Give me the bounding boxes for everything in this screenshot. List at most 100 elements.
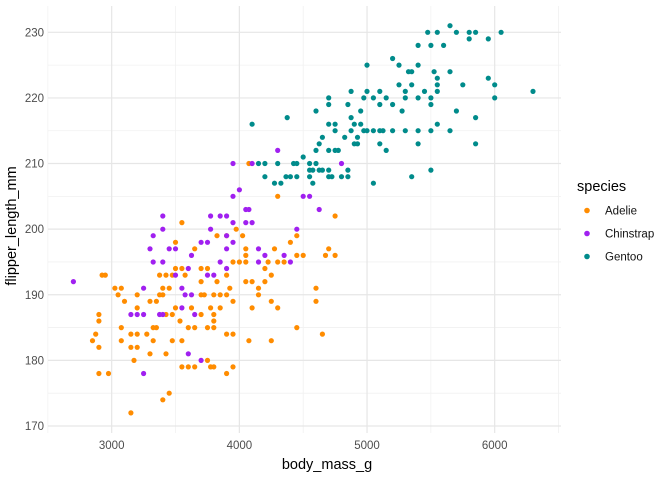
data-point: [281, 259, 287, 265]
data-point: [198, 357, 204, 363]
data-point: [332, 252, 338, 258]
data-point: [160, 292, 166, 298]
data-point: [224, 370, 230, 377]
data-point: [172, 305, 179, 311]
data-point: [300, 154, 306, 160]
data-point: [313, 108, 319, 114]
data-point: [227, 285, 233, 291]
data-point: [166, 390, 172, 396]
data-point: [160, 285, 166, 291]
data-point: [262, 279, 268, 285]
data-point: [243, 279, 249, 285]
data-point: [287, 259, 293, 265]
data-point: [294, 233, 300, 239]
data-point: [160, 311, 166, 318]
data-point: [326, 95, 332, 101]
data-point: [211, 311, 217, 318]
x-tick-label: 4000: [227, 440, 253, 452]
legend-title: species: [577, 179, 626, 195]
data-point: [224, 331, 230, 337]
data-point: [224, 246, 230, 252]
y-tick-label: 190: [25, 290, 44, 302]
data-point: [425, 29, 431, 35]
data-point: [255, 259, 262, 265]
data-point: [230, 193, 236, 199]
data-point: [188, 292, 195, 298]
legend-item-gentoo: Gentoo: [584, 252, 643, 264]
legend-item-chinstrap: Chinstrap: [584, 229, 654, 241]
data-point: [370, 95, 376, 101]
data-point: [294, 226, 300, 232]
data-point: [383, 95, 389, 101]
data-point: [211, 318, 217, 324]
legend-label: Chinstrap: [605, 229, 654, 241]
x-tick-label: 6000: [482, 440, 508, 452]
series-gentoo: [249, 23, 536, 186]
data-point: [166, 285, 172, 291]
data-point: [217, 305, 223, 311]
data-point: [492, 95, 498, 101]
data-point: [118, 338, 124, 344]
data-point: [214, 279, 220, 285]
data-point: [485, 36, 491, 42]
data-point: [249, 220, 255, 226]
data-point: [345, 101, 351, 108]
data-point: [192, 246, 198, 252]
data-point: [332, 121, 338, 127]
data-point: [300, 193, 306, 199]
data-point: [230, 331, 236, 337]
data-point: [326, 246, 332, 252]
data-point: [185, 364, 191, 370]
data-point: [214, 233, 220, 239]
data-point: [390, 128, 396, 134]
data-point: [460, 82, 466, 88]
data-point: [447, 69, 453, 75]
data-point: [188, 252, 195, 258]
data-point: [230, 259, 236, 265]
data-point: [307, 193, 313, 199]
data-point: [447, 128, 453, 134]
y-tick-label: 200: [25, 224, 44, 236]
data-point: [271, 180, 278, 186]
data-point: [294, 325, 300, 331]
data-point: [224, 292, 230, 298]
data-point: [160, 213, 166, 219]
data-point: [246, 338, 252, 344]
y-tick-label: 210: [25, 159, 44, 171]
y-tick-label: 220: [25, 93, 44, 105]
data-point: [179, 220, 185, 226]
data-point: [115, 292, 121, 298]
data-point: [166, 246, 172, 252]
data-point: [249, 279, 255, 285]
x-tick-label: 3000: [99, 440, 125, 452]
data-point: [428, 95, 434, 101]
data-point: [473, 141, 479, 147]
data-point: [236, 259, 242, 265]
data-point: [236, 187, 242, 193]
data-point: [265, 259, 271, 265]
data-point: [243, 246, 249, 252]
data-point: [326, 101, 332, 108]
data-point: [262, 265, 268, 272]
data-point: [150, 259, 156, 265]
data-point: [249, 160, 255, 167]
data-point: [93, 331, 99, 337]
data-point: [230, 239, 236, 245]
data-point: [134, 311, 140, 318]
data-point: [128, 331, 134, 337]
data-point: [396, 82, 402, 88]
data-point: [243, 252, 249, 258]
data-point: [434, 88, 440, 94]
data-point: [150, 233, 156, 239]
data-point: [316, 206, 322, 213]
data-point: [211, 364, 217, 370]
data-point: [153, 298, 159, 304]
data-point: [415, 141, 421, 147]
data-point: [338, 174, 345, 180]
data-point: [473, 115, 479, 121]
data-point: [208, 305, 214, 311]
data-point: [249, 121, 255, 127]
data-point: [409, 82, 415, 88]
data-point: [268, 338, 274, 344]
